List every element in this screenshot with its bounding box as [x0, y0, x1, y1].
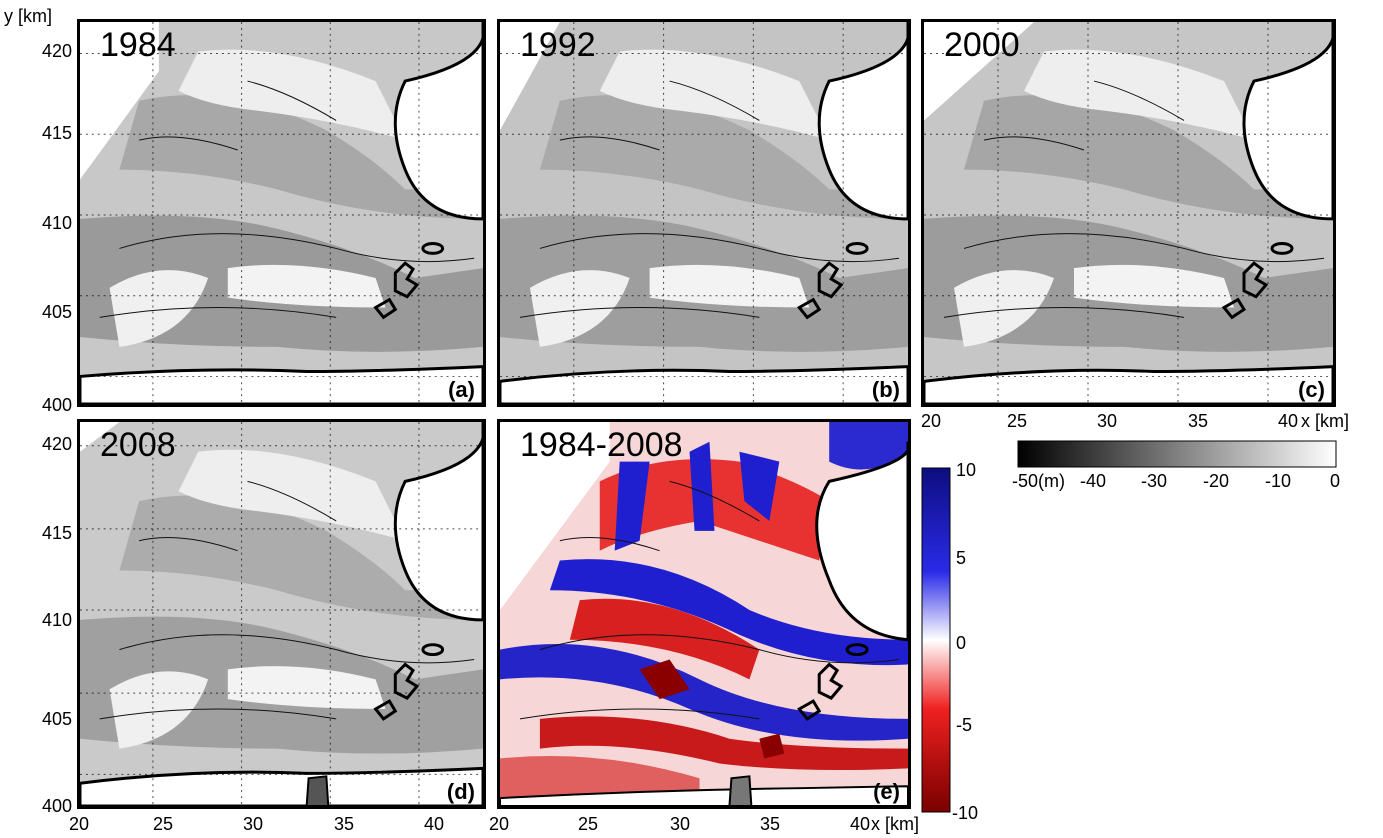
panel-year-label: 1992: [520, 26, 596, 64]
change-colorbar-tick: -10: [952, 803, 979, 823]
y-tick-label: 400: [41, 395, 72, 415]
x-tick-label: 20: [68, 814, 90, 834]
panel-letter: (b): [871, 377, 900, 402]
panel-c: 2000 (c): [921, 19, 1336, 407]
y-tick-label: 400: [41, 796, 72, 816]
x-tick-label: 35: [759, 814, 781, 834]
depth-colorbar-tick: -50(m): [1012, 471, 1065, 491]
panel-year-label: 1984: [100, 26, 176, 64]
x-tick-label: 40: [1277, 411, 1299, 431]
depth-colorbar: [1017, 440, 1337, 468]
y-axis-label: y [km]: [4, 6, 52, 26]
change-colorbar-tick: -5: [956, 715, 973, 735]
panel-b: 1992 (b): [497, 19, 911, 407]
panel-letter: (e): [873, 779, 900, 804]
panel-d: 2008 (d): [77, 419, 486, 809]
panel-letter: (c): [1298, 377, 1325, 402]
x-tick-label: 30: [242, 814, 264, 834]
depth-colorbar-tick: 0: [1330, 471, 1341, 491]
bathymetry-change-map: [500, 422, 908, 806]
change-colorbar-tick: 10: [956, 460, 977, 480]
bathymetry-map-d: [80, 422, 483, 806]
depth-colorbar-tick: -10: [1265, 471, 1292, 491]
bathymetry-map-a: [80, 22, 483, 404]
depth-colorbar-tick: -30: [1141, 471, 1168, 491]
panel-e: 1984-2008 (e): [497, 419, 911, 809]
y-tick-label: 420: [41, 434, 72, 454]
change-colorbar-tick: 5: [956, 548, 967, 568]
bathymetry-map-c: [924, 22, 1333, 404]
y-tick-label: 405: [41, 709, 72, 729]
panel-a: 1984 (a): [77, 19, 486, 407]
y-tick-label: 415: [41, 523, 72, 543]
x-tick-label: 40: [423, 814, 445, 834]
panel-year-label: 2000: [944, 26, 1020, 64]
x-tick-label: 35: [1187, 411, 1209, 431]
depth-colorbar-tick: -40: [1080, 471, 1107, 491]
panel-letter: (a): [448, 377, 475, 402]
x-tick-label: 30: [1096, 411, 1118, 431]
x-tick-label: 20: [488, 814, 510, 834]
y-tick-label: 405: [41, 302, 72, 322]
x-tick-label: 20: [920, 411, 942, 431]
change-colorbar: [921, 467, 951, 813]
x-axis-label: x [km]: [871, 814, 919, 834]
panel-letter: (d): [446, 779, 475, 804]
y-tick-label: 415: [41, 123, 72, 143]
depth-colorbar-tick: -20: [1203, 471, 1230, 491]
bathymetry-map-b: [500, 22, 908, 404]
x-tick-label: 25: [577, 814, 599, 834]
y-tick-label: 410: [41, 610, 72, 630]
x-tick-label: 40: [849, 814, 871, 834]
panel-year-label: 2008: [100, 426, 176, 464]
y-tick-label: 420: [41, 41, 72, 61]
x-axis-label: x [km]: [1301, 411, 1349, 431]
panel-year-label: 1984-2008: [520, 426, 683, 464]
change-colorbar-tick: 0: [956, 633, 967, 653]
x-tick-label: 25: [1006, 411, 1028, 431]
x-tick-label: 25: [152, 814, 174, 834]
x-tick-label: 30: [669, 814, 691, 834]
x-tick-label: 35: [333, 814, 355, 834]
y-tick-label: 410: [41, 213, 72, 233]
